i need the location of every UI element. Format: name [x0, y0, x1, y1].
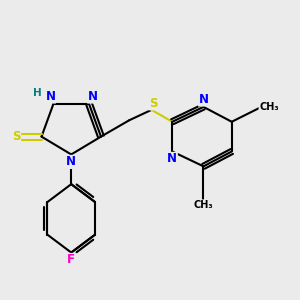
Text: S: S: [149, 97, 157, 110]
Text: N: N: [88, 90, 98, 103]
Text: CH₃: CH₃: [194, 200, 213, 210]
Text: N: N: [199, 93, 208, 106]
Text: N: N: [66, 155, 76, 168]
Text: S: S: [12, 130, 20, 143]
Text: N: N: [167, 152, 177, 165]
Text: N: N: [45, 90, 56, 103]
Text: F: F: [67, 254, 75, 266]
Text: H: H: [33, 88, 41, 98]
Text: CH₃: CH₃: [259, 102, 279, 112]
